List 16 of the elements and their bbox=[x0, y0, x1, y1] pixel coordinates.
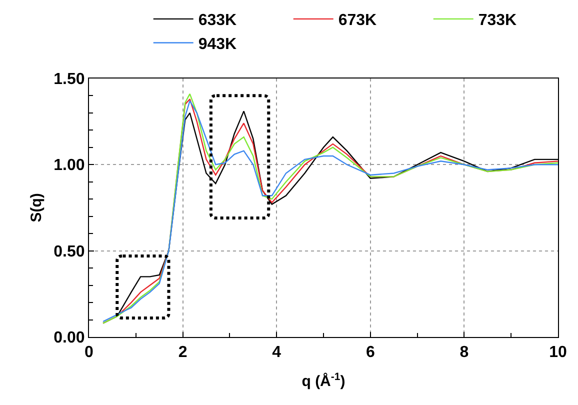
x-tick-label: 0 bbox=[84, 344, 94, 362]
y-tick-label: 1.50 bbox=[54, 71, 85, 88]
x-tick-label: 6 bbox=[366, 344, 375, 362]
legend-label: 673K bbox=[338, 12, 378, 30]
y-tick-label: 1.00 bbox=[54, 157, 85, 174]
x-tick-label: 2 bbox=[178, 344, 188, 362]
y-axis-title: S(q) bbox=[28, 193, 45, 222]
x-tick-label: 10 bbox=[549, 344, 567, 362]
legend-label: 633K bbox=[198, 12, 238, 30]
x-tick-label: 8 bbox=[460, 344, 469, 362]
legend-label: 943K bbox=[198, 36, 238, 53]
x-tick-label: 4 bbox=[272, 344, 282, 362]
y-tick-label: 0.00 bbox=[54, 330, 85, 347]
x-axis-title: q (Å$^{-1}$) bbox=[302, 370, 346, 390]
y-tick-label: 0.50 bbox=[54, 243, 85, 260]
legend-label: 733K bbox=[478, 12, 518, 30]
